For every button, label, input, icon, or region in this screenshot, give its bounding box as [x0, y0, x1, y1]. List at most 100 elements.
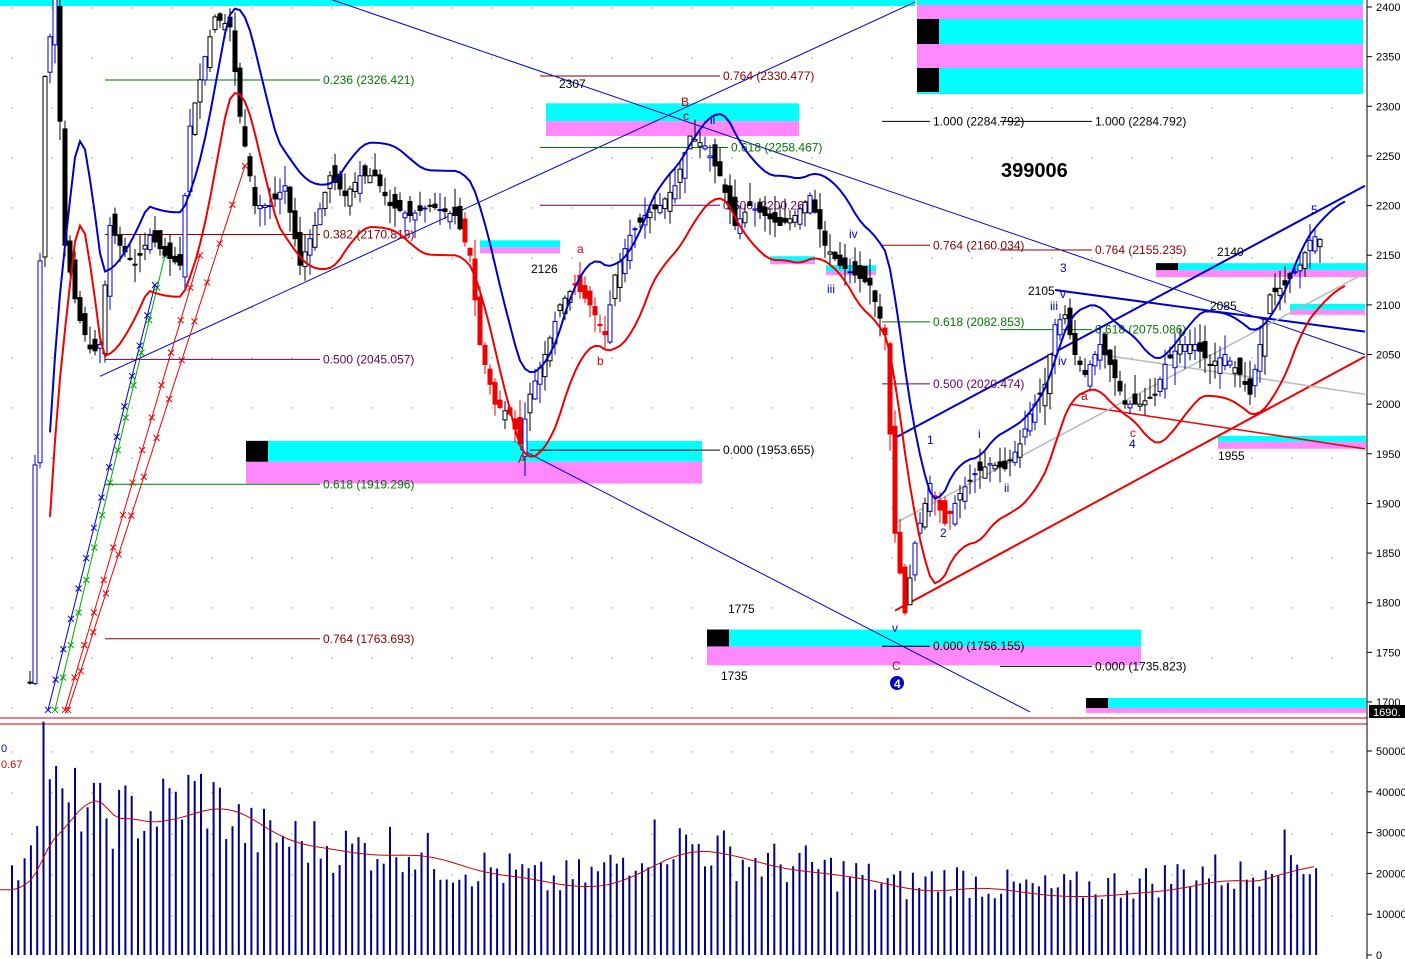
grid-dot	[51, 157, 53, 159]
fan-marker	[64, 706, 72, 714]
grid-dot	[931, 607, 933, 609]
grid-dot	[571, 657, 573, 659]
grid-dot	[1131, 557, 1133, 559]
grid-dot	[291, 915, 293, 917]
candle-body	[497, 399, 503, 408]
candlestick	[707, 144, 713, 172]
grid-dot	[1051, 792, 1053, 794]
candlestick	[77, 291, 83, 324]
grid-dot	[1091, 107, 1093, 109]
grid-dot	[171, 307, 173, 309]
grid-dot	[651, 607, 653, 609]
fan-marker	[71, 674, 78, 681]
candle-body	[1237, 357, 1243, 375]
candlestick	[1137, 393, 1143, 412]
candle-body	[1107, 349, 1113, 365]
candle-body	[407, 200, 413, 217]
grid-dot	[811, 792, 813, 794]
candle-body	[432, 203, 438, 209]
grid-dot	[171, 407, 173, 409]
candlestick	[1207, 354, 1213, 385]
grid-dot	[331, 751, 333, 753]
grid-dot	[651, 874, 653, 876]
fib-label: 0.000 (1756.155)	[933, 639, 1024, 653]
grid-dot	[491, 357, 493, 359]
grid-dot	[1291, 107, 1293, 109]
grid-dot	[1291, 157, 1293, 159]
grid-dot	[331, 407, 333, 409]
candlestick	[432, 192, 438, 211]
candle-body	[417, 205, 423, 212]
candlestick	[32, 454, 38, 686]
candlestick	[182, 192, 188, 291]
grid-dot	[611, 707, 613, 709]
price-tick-label: 2350	[1376, 52, 1400, 64]
grid-dot	[171, 607, 173, 609]
grid-dot	[51, 915, 53, 917]
grid-dot	[171, 874, 173, 876]
grid-dot	[1211, 507, 1213, 509]
grid-dot	[651, 707, 653, 709]
candlestick	[207, 29, 213, 73]
candlestick	[257, 194, 263, 227]
fan-marker	[153, 434, 160, 442]
grid-dot	[1091, 874, 1093, 876]
candlestick	[1242, 362, 1248, 392]
candle-body	[307, 238, 313, 256]
candle-body	[1197, 342, 1203, 352]
candlestick	[132, 249, 138, 283]
grid-dot	[411, 792, 413, 794]
fan-marker	[77, 667, 84, 675]
grid-dot	[611, 157, 613, 159]
grid-dot	[411, 507, 413, 509]
candle-body	[782, 217, 788, 223]
candle-body	[927, 483, 933, 512]
fan-marker	[115, 551, 122, 558]
grid-dot	[931, 751, 933, 753]
grid-dot	[451, 257, 453, 259]
candle-body	[617, 261, 623, 288]
grid-dot	[1331, 874, 1333, 876]
candlestick	[1202, 325, 1208, 374]
grid-dot	[651, 657, 653, 659]
grid-dot	[251, 607, 253, 609]
candlestick	[1097, 324, 1103, 370]
candle-body	[977, 461, 983, 471]
grid-dot	[691, 7, 693, 9]
grid-dot	[531, 557, 533, 559]
grid-dot	[1051, 207, 1053, 209]
grid-dot	[571, 157, 573, 159]
grid-dot	[1131, 751, 1133, 753]
candle-body	[662, 198, 668, 210]
grid-dot	[1251, 257, 1253, 259]
candlestick	[1212, 342, 1218, 379]
grid-dot	[211, 307, 213, 309]
grid-dot	[371, 257, 373, 259]
grid-dot	[1291, 407, 1293, 409]
grid-dot	[971, 707, 973, 709]
candlestick	[202, 55, 208, 86]
candle-body	[67, 240, 73, 273]
candle-body	[1082, 369, 1088, 375]
fan-marker	[100, 576, 107, 584]
candlestick	[217, 12, 223, 29]
grid-dot	[211, 707, 213, 709]
grid-dot	[1131, 157, 1133, 159]
grid-dot	[51, 107, 53, 109]
candle-body	[677, 168, 683, 183]
candle-body	[772, 212, 778, 223]
grid-dot	[291, 707, 293, 709]
grid-dot	[1051, 557, 1053, 559]
grid-dot	[411, 307, 413, 309]
candlestick	[27, 671, 33, 685]
grid-dot	[1211, 257, 1213, 259]
fib-zone-black	[917, 19, 939, 44]
candle-body	[672, 185, 678, 200]
wave-label: B	[681, 95, 689, 109]
fib-zone-cyan	[546, 103, 799, 122]
grid-dot	[11, 833, 13, 835]
candlestick	[57, 0, 63, 141]
grid-dot	[531, 107, 533, 109]
candlestick	[1102, 331, 1108, 369]
fib-zone-cyan	[1086, 698, 1366, 708]
